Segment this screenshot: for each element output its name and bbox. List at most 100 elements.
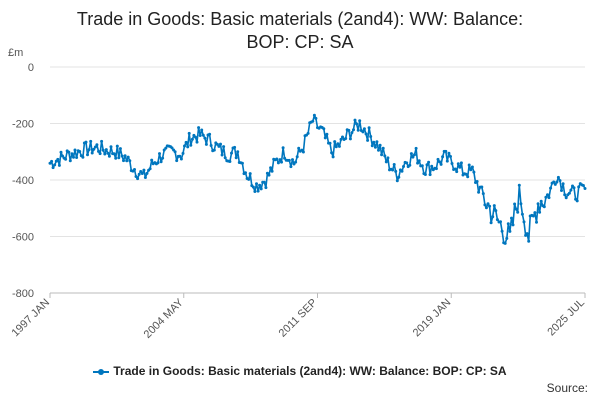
y-axis-label: £m [8, 47, 23, 59]
data-point [377, 148, 380, 152]
data-point [364, 132, 368, 136]
data-point [59, 150, 63, 154]
data-point [535, 220, 538, 224]
data-point [464, 172, 468, 176]
data-point [486, 202, 490, 206]
data-point [122, 159, 125, 163]
data-point [405, 161, 409, 165]
data-point [178, 154, 182, 158]
data-point [68, 159, 72, 163]
data-point [414, 146, 418, 150]
data-point [314, 116, 318, 120]
data-point [175, 159, 179, 163]
data-point [322, 127, 326, 131]
data-point [503, 241, 507, 245]
data-point [148, 167, 152, 171]
data-point [510, 216, 513, 220]
data-point [236, 150, 240, 154]
data-point [64, 157, 68, 161]
data-point [373, 145, 377, 149]
data-point [301, 150, 305, 154]
data-point [447, 151, 451, 155]
data-point [150, 158, 154, 162]
data-point [358, 119, 362, 123]
data-point [123, 154, 127, 158]
data-point [514, 207, 518, 211]
data-point [333, 140, 337, 144]
data-point [430, 164, 434, 168]
x-tick-label: 2011 SEP [277, 297, 320, 340]
data-point [204, 142, 208, 146]
legend-label: Trade in Goods: Basic materials (2and4):… [113, 364, 507, 378]
data-point [347, 128, 351, 132]
series-group [48, 113, 587, 245]
chart-title-line-1: Trade in Goods: Basic materials (2and4):… [76, 9, 524, 29]
data-point [572, 186, 576, 190]
data-point [61, 154, 64, 158]
data-point [186, 145, 190, 149]
data-point [72, 155, 75, 159]
data-point [194, 135, 197, 139]
data-point [251, 185, 255, 189]
data-point [259, 187, 263, 191]
data-point [125, 159, 129, 163]
data-point [203, 136, 207, 140]
data-point [190, 137, 194, 141]
legend-marker [93, 368, 110, 375]
data-point [78, 150, 82, 153]
series-line [49, 114, 586, 245]
data-point [56, 157, 60, 161]
data-point [142, 168, 146, 172]
data-point [380, 153, 384, 157]
data-point [511, 223, 515, 227]
data-point [297, 146, 301, 150]
data-point [323, 136, 327, 140]
data-point [133, 168, 136, 171]
data-point [325, 132, 329, 136]
data-point [267, 173, 271, 177]
data-point [439, 162, 443, 166]
data-point [553, 182, 557, 186]
data-point [181, 151, 185, 155]
data-point [280, 160, 283, 164]
data-point [134, 175, 138, 178]
data-point [89, 139, 93, 143]
data-point [369, 135, 373, 138]
data-point [420, 164, 424, 168]
data-point [370, 144, 374, 148]
data-point [567, 191, 571, 195]
data-point [531, 214, 535, 218]
data-point [128, 159, 132, 163]
data-point [569, 188, 573, 192]
data-point [334, 145, 338, 149]
data-point [164, 146, 168, 150]
data-point [81, 155, 85, 159]
data-point [101, 148, 105, 152]
data-point [362, 127, 366, 131]
data-point [184, 140, 188, 144]
data-point [344, 137, 348, 140]
data-point [563, 193, 567, 197]
legend: Trade in Goods: Basic materials (2and4):… [0, 364, 600, 378]
data-point [542, 205, 546, 209]
data-point [98, 152, 102, 156]
data-point [492, 204, 496, 208]
data-point [495, 218, 499, 222]
data-point [117, 156, 121, 160]
data-point [355, 122, 359, 126]
chart-title-line-2: BOP: CP: SA [246, 32, 354, 52]
data-point [197, 126, 201, 130]
data-point [517, 183, 521, 187]
data-point [378, 143, 382, 147]
data-point [209, 144, 213, 147]
data-point [488, 204, 492, 208]
data-point [67, 150, 71, 154]
data-point [525, 232, 529, 236]
data-point [161, 156, 165, 160]
data-point [434, 167, 438, 171]
data-point [480, 185, 484, 189]
data-point [220, 153, 224, 157]
data-point [352, 128, 355, 132]
data-point [469, 168, 473, 172]
data-point [278, 158, 282, 162]
